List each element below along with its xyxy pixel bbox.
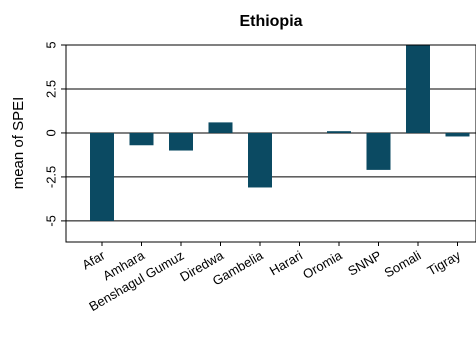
bar (445, 132, 470, 137)
y-axis-ticks: -5 -2.5 0 2.5 5 (44, 41, 66, 227)
y-tick-label: 2.5 (44, 80, 59, 98)
x-tick-label: Somali (382, 248, 424, 281)
y-tick-label: 0 (44, 129, 59, 136)
bar (327, 131, 351, 133)
bars (90, 45, 470, 221)
bar (129, 132, 154, 146)
x-tick-label: Oromia (300, 247, 345, 282)
bar (366, 132, 391, 170)
y-tick-label: -2.5 (44, 166, 59, 188)
bar (248, 132, 272, 188)
chart-title: Ethiopia (239, 13, 302, 30)
x-tick-label: SNNP (345, 248, 384, 279)
x-tick-label: Tigray (425, 247, 464, 278)
bar (406, 45, 430, 133)
y-tick-label: 5 (44, 41, 59, 48)
plot-frame (65, 44, 476, 243)
y-axis-label: mean of SPEI (10, 97, 27, 190)
bar (90, 132, 114, 221)
bar (169, 132, 193, 151)
x-tick-label: Harari (267, 248, 305, 279)
bar (208, 122, 233, 133)
y-tick-label: -5 (44, 215, 59, 227)
